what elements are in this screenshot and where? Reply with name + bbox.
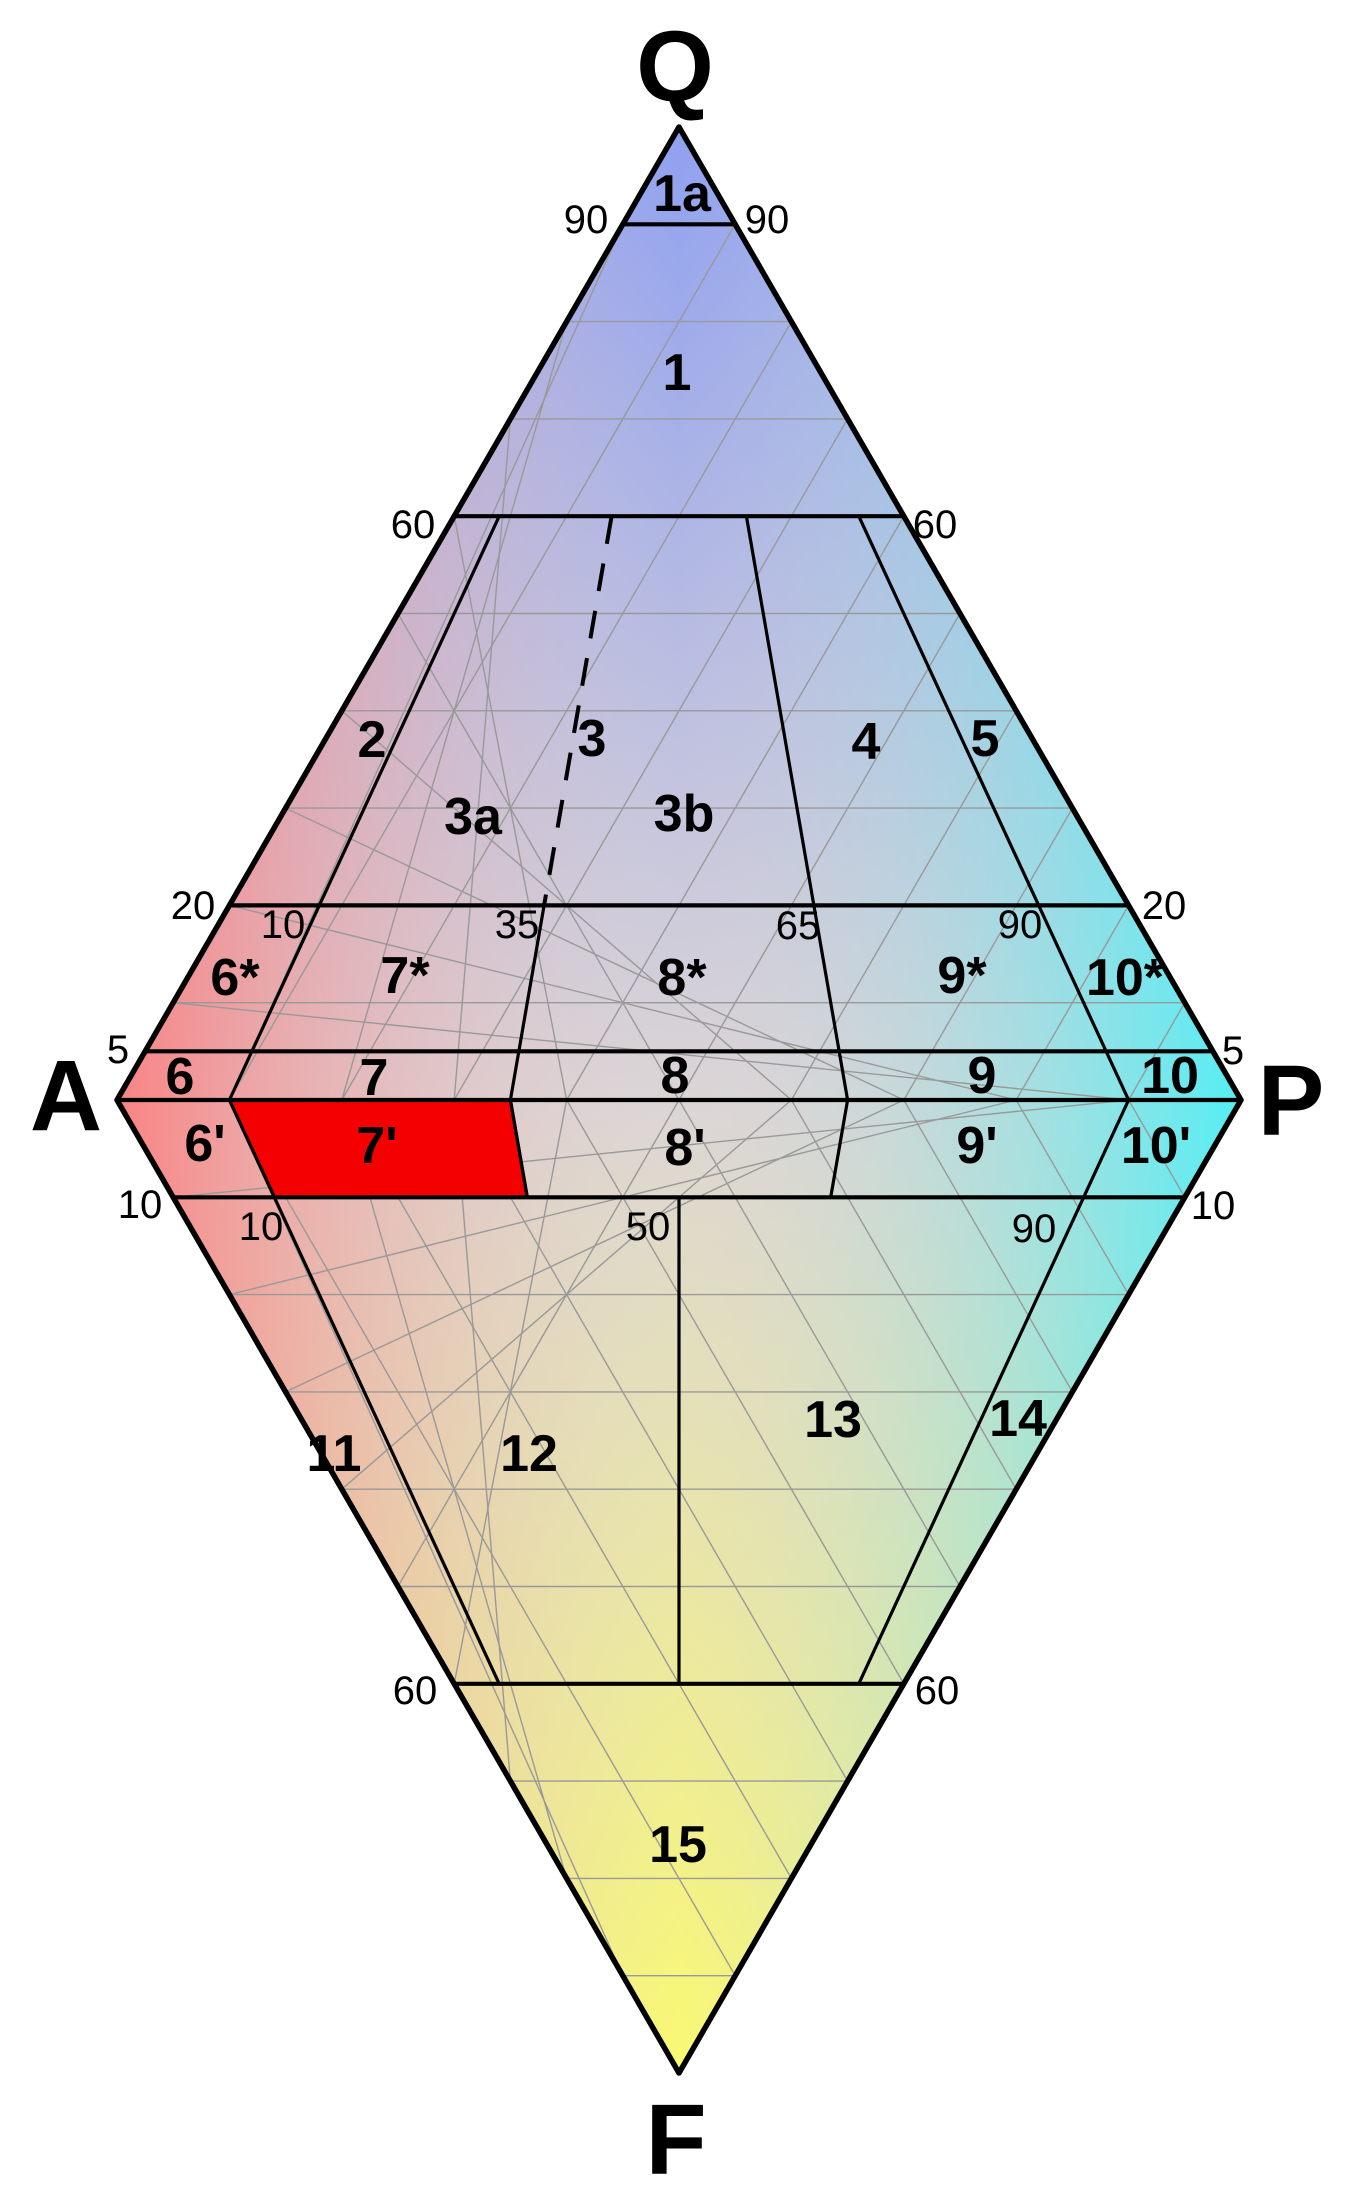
field-label-3b: 3b bbox=[654, 785, 715, 843]
tick-label-90: 90 bbox=[564, 198, 609, 242]
field-label-7*: 7* bbox=[380, 947, 430, 1005]
field-label-8': 8' bbox=[664, 1119, 705, 1177]
field-label-5: 5 bbox=[971, 710, 1000, 768]
corner-label-Q: Q bbox=[636, 11, 714, 123]
field-label-10': 10' bbox=[1121, 1117, 1191, 1175]
tick-label-90: 90 bbox=[745, 198, 790, 242]
tick-label-60: 60 bbox=[915, 1669, 960, 1713]
tick-label-90: 90 bbox=[998, 903, 1043, 947]
tick-label-90: 90 bbox=[1012, 1207, 1057, 1251]
field-label-6*: 6* bbox=[210, 949, 260, 1007]
diamond-border bbox=[114, 124, 1244, 2076]
field-label-11: 11 bbox=[307, 1425, 362, 1483]
tick-label-20: 20 bbox=[171, 884, 216, 928]
field-label-10: 10 bbox=[1141, 1047, 1199, 1105]
tick-label-10: 10 bbox=[1191, 1184, 1236, 1228]
field-label-15: 15 bbox=[649, 1816, 707, 1874]
field-label-8*: 8* bbox=[657, 949, 707, 1007]
field-label-7: 7 bbox=[360, 1049, 389, 1107]
field-label-3a: 3a bbox=[444, 788, 503, 846]
field-label-12: 12 bbox=[500, 1425, 558, 1483]
tick-label-5: 5 bbox=[1222, 1029, 1244, 1073]
field-label-1: 1 bbox=[663, 344, 692, 402]
tick-label-50: 50 bbox=[626, 1205, 671, 1249]
tick-label-60: 60 bbox=[393, 1669, 438, 1713]
tick-label-5: 5 bbox=[107, 1028, 129, 1072]
field-label-1a: 1a bbox=[653, 165, 712, 223]
field-label-6': 6' bbox=[184, 1115, 225, 1173]
field-label-7': 7' bbox=[356, 1117, 397, 1175]
corner-labels: Q A P F bbox=[30, 11, 1324, 2192]
corner-label-A: A bbox=[30, 1040, 102, 1152]
tick-label-35: 35 bbox=[495, 903, 540, 947]
field-label-14: 14 bbox=[989, 1390, 1047, 1448]
tick-label-60: 60 bbox=[391, 503, 436, 547]
field-label-3: 3 bbox=[578, 710, 607, 768]
field-label-13: 13 bbox=[804, 1391, 862, 1449]
corner-label-F: F bbox=[645, 2084, 706, 2192]
tick-label-65: 65 bbox=[776, 904, 821, 948]
field-label-9': 9' bbox=[956, 1117, 997, 1175]
field-label-8: 8 bbox=[661, 1047, 690, 1105]
tick-label-10: 10 bbox=[118, 1183, 163, 1227]
field-label-9: 9 bbox=[968, 1047, 997, 1105]
tick-label-20: 20 bbox=[1142, 884, 1187, 928]
field-label-4: 4 bbox=[852, 713, 881, 771]
field-label-2: 2 bbox=[358, 711, 387, 769]
corner-label-P: P bbox=[1258, 1045, 1325, 1157]
tick-label-10: 10 bbox=[261, 903, 306, 947]
tick-label-10: 10 bbox=[239, 1205, 284, 1249]
field-label-10*: 10* bbox=[1086, 949, 1165, 1007]
tick-label-60: 60 bbox=[913, 503, 958, 547]
field-label-9*: 9* bbox=[937, 947, 987, 1005]
field-label-6: 6 bbox=[166, 1048, 195, 1106]
field-boundaries bbox=[117, 222, 1241, 1686]
